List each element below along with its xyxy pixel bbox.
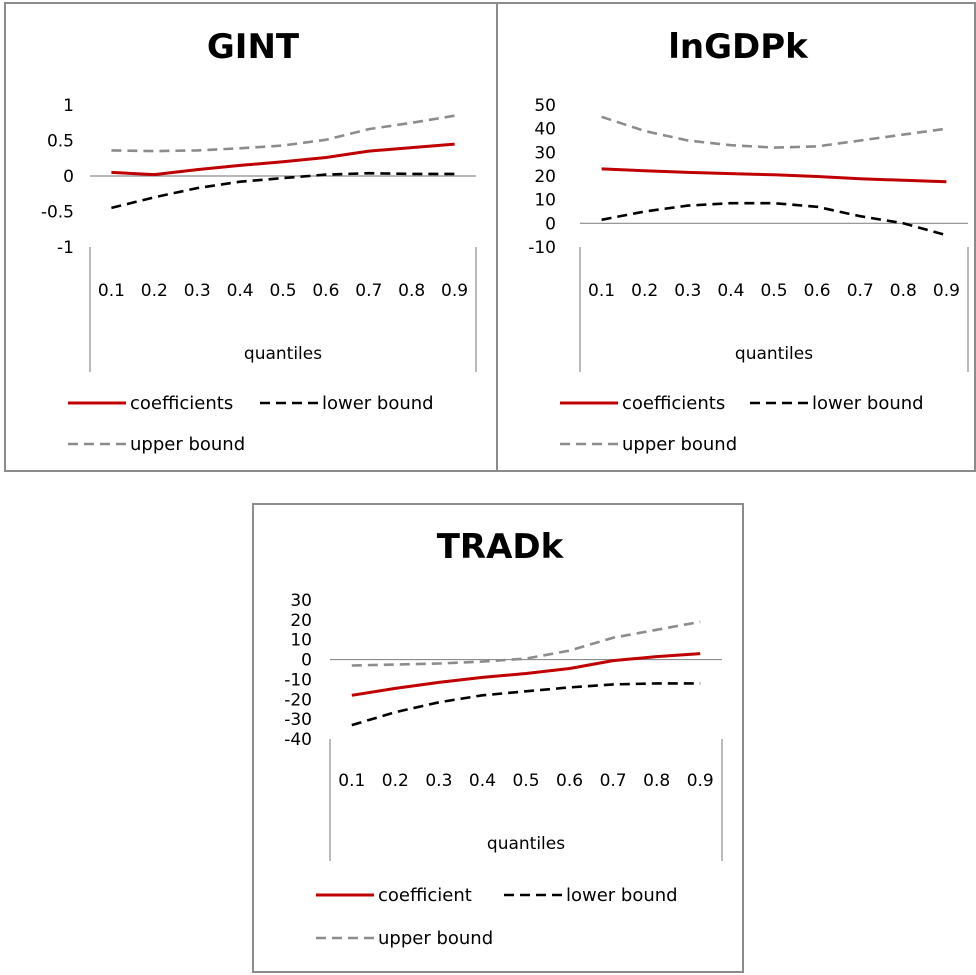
y-tick-label: -1 bbox=[57, 238, 74, 258]
series-line-coefficients bbox=[111, 142, 455, 177]
series-line-lower-bound bbox=[111, 171, 455, 210]
chart-lngdpk-svg: lnGDPk 50 40 30 20 10 0 -10 0.1 0.2 0.3 0.4 0.5 0.6 0.… bbox=[528, 27, 969, 455]
y-tick-label: 20 bbox=[534, 167, 556, 187]
chart-panel-gint: GINT 1 0.5 0 -0.5 -1 0.1 0.2 0.3 0.4 0.5 0.6 0.7 0.8 0… bbox=[4, 2, 498, 472]
y-tick-label: 0 bbox=[301, 651, 312, 671]
series-line-lower-bound bbox=[601, 201, 947, 237]
x-tick-label: 0.7 bbox=[355, 281, 382, 301]
x-tick-label: 0.5 bbox=[760, 281, 787, 301]
y-tick-label: 0.5 bbox=[47, 132, 74, 152]
legend-label-coefficients: coefficients bbox=[622, 393, 725, 414]
x-tick-label: 0.9 bbox=[687, 771, 714, 791]
y-tick-label: 20 bbox=[290, 611, 312, 631]
series-line-upper-bound bbox=[111, 114, 455, 153]
legend-label-lower-bound: lower bound bbox=[322, 393, 434, 414]
chart-panel-tradk: TRADk 30 20 10 0 -10 -20 -30 -40 0.1 0.2 0.3 0.4 0.5 0… bbox=[252, 503, 744, 973]
x-tick-label: 0.4 bbox=[717, 281, 744, 301]
x-tick-label: 0.7 bbox=[847, 281, 874, 301]
y-tick-label: 30 bbox=[290, 591, 312, 611]
x-tick-label: 0.9 bbox=[933, 281, 960, 301]
x-tick-label: 0.8 bbox=[643, 771, 670, 791]
y-tick-label: -10 bbox=[284, 670, 312, 690]
y-tick-label: 10 bbox=[290, 631, 312, 651]
y-tick-label: 0 bbox=[545, 214, 556, 234]
x-tick-label: 0.1 bbox=[588, 281, 615, 301]
y-tick-label: 1 bbox=[63, 96, 74, 116]
x-tick-label: 0.7 bbox=[600, 771, 627, 791]
x-tick-label: 0.4 bbox=[469, 771, 496, 791]
x-axis-title: quantiles bbox=[244, 344, 322, 364]
x-tick-label: 0.5 bbox=[269, 281, 296, 301]
legend-label-lower-bound: lower bound bbox=[812, 393, 924, 414]
x-tick-label: 0.1 bbox=[338, 771, 365, 791]
x-tick-label: 0.4 bbox=[227, 281, 254, 301]
x-tick-label: 0.6 bbox=[804, 281, 831, 301]
x-tick-label: 0.2 bbox=[382, 771, 409, 791]
y-tick-label: -10 bbox=[528, 238, 556, 258]
x-tick-label: 0.1 bbox=[98, 281, 125, 301]
x-tick-label: 0.3 bbox=[674, 281, 701, 301]
y-tick-label: -40 bbox=[284, 730, 312, 750]
x-tick-label: 0.5 bbox=[512, 771, 539, 791]
series-line-upper-bound bbox=[351, 620, 701, 667]
x-tick-label: 0.8 bbox=[398, 281, 425, 301]
x-tick-label: 0.2 bbox=[141, 281, 168, 301]
chart-gint-svg: GINT 1 0.5 0 -0.5 -1 0.1 0.2 0.3 0.4 0.5 0.6 0.7 0.8 0… bbox=[41, 27, 477, 455]
chart-title: TRADk bbox=[437, 527, 565, 567]
legend-label-upper-bound: upper bound bbox=[378, 928, 493, 949]
legend-label-upper-bound: upper bound bbox=[130, 434, 245, 455]
x-axis-title: quantiles bbox=[735, 344, 813, 364]
series-line-lower-bound bbox=[351, 682, 701, 727]
x-tick-label: 0.6 bbox=[312, 281, 339, 301]
x-tick-label: 0.8 bbox=[890, 281, 917, 301]
y-tick-label: -30 bbox=[284, 710, 312, 730]
chart-panel-lngdpk: lnGDPk 50 40 30 20 10 0 -10 0.1 0.2 0.3 0.4 0.5 0.6 0.… bbox=[496, 2, 976, 472]
series-line-coefficient bbox=[351, 652, 701, 697]
y-tick-label: 30 bbox=[534, 143, 556, 163]
y-tick-label: -20 bbox=[284, 690, 312, 710]
y-tick-label: 40 bbox=[534, 120, 556, 140]
legend-label-upper-bound: upper bound bbox=[622, 434, 737, 455]
chart-title: lnGDPk bbox=[668, 27, 809, 67]
x-tick-label: 0.6 bbox=[556, 771, 583, 791]
x-tick-label: 0.2 bbox=[631, 281, 658, 301]
x-tick-label: 0.3 bbox=[184, 281, 211, 301]
y-tick-label: 50 bbox=[534, 96, 556, 116]
series-line-coefficients bbox=[601, 167, 947, 184]
y-tick-label: 10 bbox=[534, 191, 556, 211]
series-line-upper-bound bbox=[601, 115, 947, 149]
x-tick-label: 0.3 bbox=[425, 771, 452, 791]
chart-title: GINT bbox=[207, 27, 300, 67]
x-tick-label: 0.9 bbox=[441, 281, 468, 301]
legend-label-lower-bound: lower bound bbox=[566, 885, 678, 906]
legend-label-coefficients: coefficients bbox=[130, 393, 233, 414]
legend-label-coefficient: coefficient bbox=[378, 885, 472, 906]
y-tick-label: -0.5 bbox=[41, 203, 74, 223]
x-axis-title: quantiles bbox=[487, 834, 565, 854]
y-tick-label: 0 bbox=[63, 167, 74, 187]
